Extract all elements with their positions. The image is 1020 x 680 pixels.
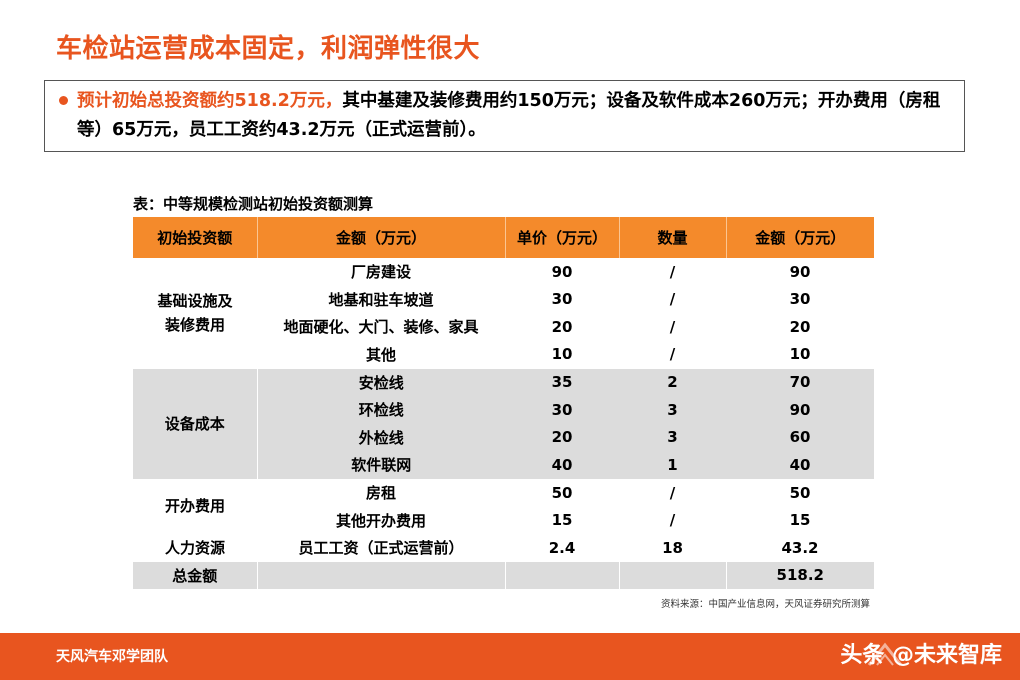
table-row: 设备成本 安检线 35 2 70 — [133, 367, 874, 479]
source-note: 资料来源：中国产业信息网，天风证券研究所测算 — [660, 599, 870, 610]
amount-cell: 60 — [726, 423, 874, 452]
amount-cell: 50 — [789, 483, 811, 502]
category-line: 设备成本 — [164, 414, 225, 433]
table-body: 基础设施及 装修费用 厂房建设 90 / 90 地基和驻车坡道 30 / 30 … — [133, 258, 874, 590]
item-cell: 员工工资（正式运营前） — [298, 539, 464, 558]
amount-cell: 15 — [789, 511, 811, 530]
item-cell: 地基和驻车坡道 — [328, 290, 434, 309]
header-category: 初始投资额 — [133, 217, 258, 258]
price-cell: 20 — [551, 317, 573, 336]
item-cell: 厂房建设 — [350, 263, 411, 282]
qty-cell: / — [669, 317, 676, 336]
item-cell: 地面硬化、大门、装修、家具 — [283, 318, 479, 337]
table-row: 地面硬化、大门、装修、家具 20 / 20 — [133, 313, 874, 341]
item-cell: 房租 — [365, 484, 396, 503]
table-row: 外检线 20 3 60 — [133, 423, 874, 452]
qty-cell: 3 — [619, 395, 726, 424]
price-cell: 10 — [551, 345, 573, 364]
price-cell: 20 — [505, 423, 619, 452]
footer-team: 天风汽车邓学团队 — [56, 649, 168, 665]
table-row: 其他 10 / 10 — [133, 341, 874, 369]
qty-cell: 18 — [662, 538, 683, 557]
header-amount: 金额（万元） — [726, 217, 874, 258]
summary-highlight: 预计初始总投资额约518.2万元， — [77, 91, 343, 111]
item-cell: 外检线 — [256, 423, 505, 452]
footer-brand: 头条 @未来智库 — [840, 643, 1002, 668]
amount-cell: 40 — [726, 451, 874, 479]
item-cell: 安检线 — [256, 367, 505, 396]
category-line: 人力资源 — [164, 538, 225, 557]
qty-cell: / — [669, 290, 676, 309]
amount-cell: 20 — [789, 317, 811, 336]
category-line: 基础设施及 — [157, 291, 233, 310]
item-cell: 其他 — [365, 345, 396, 364]
footer-bar: 天风汽车邓学团队 头条 @未来智库 — [0, 633, 1020, 680]
qty-cell: / — [669, 511, 676, 530]
price-cell: 50 — [551, 483, 573, 502]
item-cell: 其他开办费用 — [335, 511, 426, 530]
table-row: 软件联网 40 1 40 — [133, 451, 874, 479]
page-title: 车检站运营成本固定，利润弹性很大 — [56, 34, 481, 64]
amount-cell: 90 — [789, 262, 811, 281]
amount-cell: 30 — [789, 290, 811, 309]
amount-cell: 90 — [726, 395, 874, 424]
table-row: 人力资源 员工工资（正式运营前） 2.4 18 43.2 — [133, 534, 874, 562]
table-header-row: 初始投资额 金额（万元） 单价（万元） 数量 金额（万元） — [133, 217, 874, 258]
header-unit-price: 单价（万元） — [505, 217, 620, 258]
table-row: 地基和驻车坡道 30 / 30 — [133, 286, 874, 314]
category-line: 开办费用 — [164, 497, 225, 516]
qty-cell: / — [669, 262, 676, 281]
summary-text: 其中基建及装修费用约150万元；设备及软件成本260万元；开办费用（房租等）65… — [77, 91, 941, 140]
category-cell: 设备成本 — [133, 367, 257, 479]
header-item: 金额（万元） — [257, 217, 506, 258]
summary-box: 预计初始总投资额约518.2万元，其中基建及装修费用约150万元；设备及软件成本… — [44, 80, 965, 152]
price-cell: 30 — [551, 290, 573, 309]
bullet-icon — [59, 96, 68, 105]
price-cell: 40 — [505, 451, 619, 479]
category-cell: 人力资源 — [133, 534, 257, 562]
category-cell: 开办费用 — [133, 479, 257, 534]
table-row: 开办费用 房租 50 / 50 — [133, 479, 874, 516]
amount-cell: 70 — [726, 367, 874, 396]
item-cell: 环检线 — [256, 395, 505, 424]
table-row: 环检线 30 3 90 — [133, 395, 874, 424]
category-cell: 基础设施及 装修费用 — [133, 258, 257, 368]
total-empty-cell — [504, 561, 619, 590]
qty-cell: 2 — [619, 367, 726, 396]
price-cell: 30 — [505, 395, 619, 424]
investment-table: 初始投资额 金额（万元） 单价（万元） 数量 金额（万元） 基础设施及 装修费用… — [133, 217, 874, 590]
price-cell: 15 — [551, 511, 573, 530]
price-cell: 90 — [551, 262, 573, 281]
table-caption: 表：中等规模检测站初始投资额测算 — [133, 195, 374, 213]
table-row: 基础设施及 装修费用 厂房建设 90 / 90 — [133, 258, 874, 334]
qty-cell: 3 — [619, 423, 726, 452]
item-cell: 软件联网 — [256, 451, 505, 479]
header-quantity: 数量 — [619, 217, 727, 258]
price-cell: 2.4 — [548, 538, 576, 557]
qty-cell: / — [669, 345, 676, 364]
amount-cell: 43.2 — [781, 538, 819, 557]
category-line: 装修费用 — [164, 315, 225, 334]
qty-cell: 1 — [619, 451, 726, 479]
watermark-logo-icon — [867, 642, 903, 666]
amount-cell: 10 — [789, 345, 811, 364]
total-amount: 518.2 — [725, 561, 874, 590]
total-label: 总金额 — [133, 561, 257, 590]
total-row: 总金额 518.2 — [133, 561, 874, 590]
table-row: 其他开办费用 15 / 15 — [133, 506, 874, 534]
total-empty-cell — [618, 561, 726, 590]
qty-cell: / — [669, 483, 676, 502]
total-empty-cell — [256, 561, 505, 590]
price-cell: 35 — [505, 367, 619, 396]
